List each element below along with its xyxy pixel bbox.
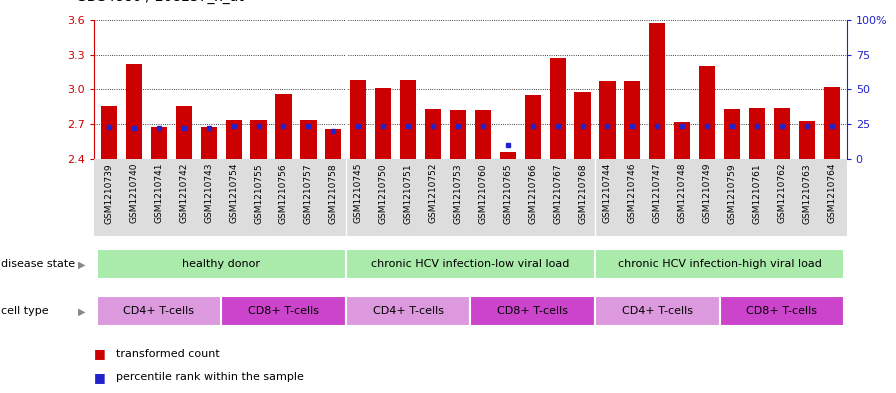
Text: GSM1210749: GSM1210749	[702, 163, 711, 224]
Bar	[524, 95, 541, 159]
Text: GSM1210750: GSM1210750	[379, 163, 388, 224]
Text: GSM1210765: GSM1210765	[504, 163, 513, 224]
Bar	[300, 119, 316, 159]
Bar	[724, 109, 740, 159]
Text: GSM1210748: GSM1210748	[677, 163, 686, 224]
Text: ■: ■	[94, 371, 106, 384]
Bar	[674, 122, 690, 159]
Bar	[101, 106, 117, 159]
Text: CD4+ T-cells: CD4+ T-cells	[124, 306, 194, 316]
Bar	[425, 109, 441, 159]
Bar	[719, 296, 844, 327]
Text: CD4+ T-cells: CD4+ T-cells	[373, 306, 444, 316]
Text: GSM1210757: GSM1210757	[304, 163, 313, 224]
Text: chronic HCV infection-high viral load: chronic HCV infection-high viral load	[617, 259, 822, 269]
Text: GSM1210751: GSM1210751	[403, 163, 412, 224]
Bar	[699, 66, 715, 159]
Text: GSM1210768: GSM1210768	[578, 163, 587, 224]
Text: disease state: disease state	[1, 259, 75, 269]
Text: cell type: cell type	[1, 307, 48, 316]
Bar	[221, 296, 346, 327]
Text: CD8+ T-cells: CD8+ T-cells	[248, 306, 319, 316]
Text: GSM1210767: GSM1210767	[553, 163, 562, 224]
Bar	[251, 119, 267, 159]
Bar	[500, 152, 516, 159]
Text: GSM1210758: GSM1210758	[329, 163, 338, 224]
Text: GSM1210754: GSM1210754	[229, 163, 238, 224]
Text: healthy donor: healthy donor	[182, 259, 260, 269]
Bar	[798, 121, 815, 159]
Text: chronic HCV infection-low viral load: chronic HCV infection-low viral load	[371, 259, 570, 269]
Text: GSM1210761: GSM1210761	[753, 163, 762, 224]
Text: CD8+ T-cells: CD8+ T-cells	[497, 306, 568, 316]
Text: GSM1210756: GSM1210756	[279, 163, 288, 224]
Bar	[97, 296, 221, 327]
Bar	[470, 296, 595, 327]
Bar	[346, 296, 470, 327]
Bar	[375, 88, 392, 159]
Text: GSM1210741: GSM1210741	[154, 163, 163, 224]
Text: CD4+ T-cells: CD4+ T-cells	[622, 306, 693, 316]
Bar	[749, 108, 765, 159]
Bar	[599, 81, 616, 159]
Bar	[450, 110, 466, 159]
Bar	[625, 81, 641, 159]
Bar	[176, 106, 192, 159]
Text: GSM1210740: GSM1210740	[129, 163, 139, 224]
Bar	[275, 94, 291, 159]
Text: GSM1210766: GSM1210766	[529, 163, 538, 224]
Text: GSM1210752: GSM1210752	[428, 163, 437, 224]
Text: GSM1210753: GSM1210753	[453, 163, 462, 224]
Text: CD8+ T-cells: CD8+ T-cells	[746, 306, 817, 316]
Text: percentile rank within the sample: percentile rank within the sample	[116, 372, 305, 382]
Text: ▶: ▶	[78, 307, 85, 316]
Bar	[350, 80, 366, 159]
Bar	[574, 92, 590, 159]
Text: ▶: ▶	[78, 259, 85, 269]
Bar	[595, 249, 844, 279]
Bar	[595, 296, 719, 327]
Bar	[400, 80, 417, 159]
Bar	[325, 129, 341, 159]
Text: GSM1210747: GSM1210747	[653, 163, 662, 224]
Text: GSM1210745: GSM1210745	[354, 163, 363, 224]
Bar	[475, 110, 491, 159]
Text: GSM1210759: GSM1210759	[728, 163, 737, 224]
Text: GSM1210762: GSM1210762	[778, 163, 787, 224]
Text: GSM1210744: GSM1210744	[603, 163, 612, 223]
Text: GSM1210764: GSM1210764	[827, 163, 836, 224]
Bar	[201, 127, 217, 159]
Bar	[774, 108, 790, 159]
Bar	[97, 249, 346, 279]
Bar	[151, 127, 167, 159]
Text: GSM1210746: GSM1210746	[628, 163, 637, 224]
Bar	[549, 58, 565, 159]
Text: GSM1210743: GSM1210743	[204, 163, 213, 224]
Text: GSM1210739: GSM1210739	[105, 163, 114, 224]
Bar	[226, 119, 242, 159]
Text: GSM1210742: GSM1210742	[179, 163, 188, 223]
Text: GDS4880 / 208237_x_at: GDS4880 / 208237_x_at	[76, 0, 244, 4]
Text: GSM1210755: GSM1210755	[254, 163, 263, 224]
Bar	[346, 249, 595, 279]
Bar	[823, 87, 840, 159]
Text: GSM1210763: GSM1210763	[802, 163, 812, 224]
Text: transformed count: transformed count	[116, 349, 220, 359]
Bar	[650, 23, 666, 159]
Text: ■: ■	[94, 347, 106, 360]
Text: GSM1210760: GSM1210760	[478, 163, 487, 224]
Bar	[125, 64, 142, 159]
